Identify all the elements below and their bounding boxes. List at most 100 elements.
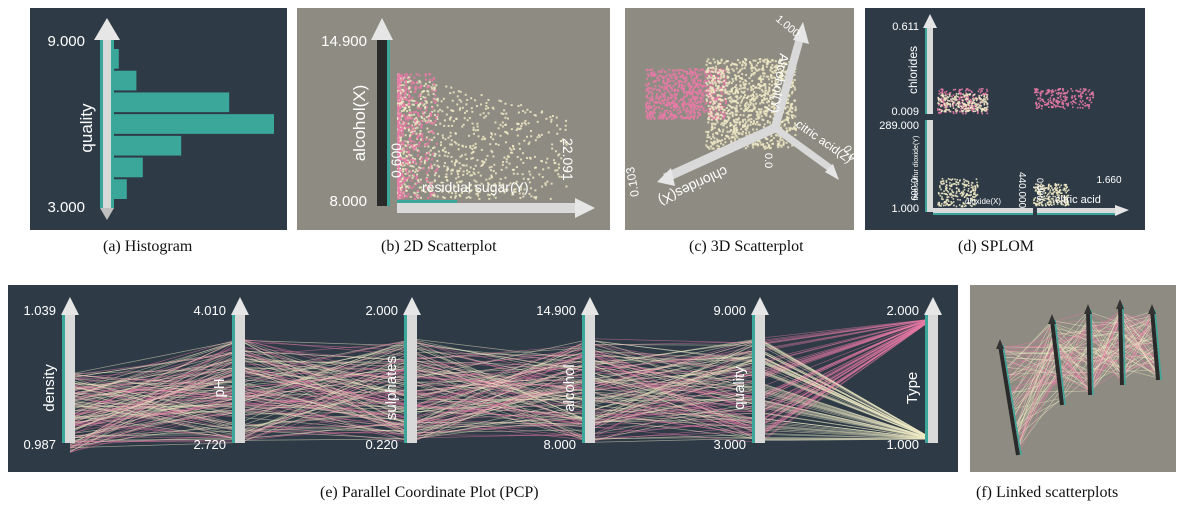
sc3d-axis-z: citric acid(Z) [793,117,854,166]
splom-bottom-max: 289.000 [879,120,919,132]
scatter2d-canvas: 14.900 8.000 alcohol(X) 0.600 22.091 res… [321,18,595,218]
hist-max-label: 9.000 [47,33,85,50]
histogram-bar [114,92,230,113]
axis-arrow-icon [1148,304,1156,314]
sc3d-axis-x: chlorides(X) [656,163,730,209]
hist-axis-title: quality [77,103,96,153]
pcp-axis-min: 1.000 [886,437,919,452]
pcp-axis-type [928,313,938,443]
linked-axis [1086,309,1092,396]
splom-bottom-min: 1.000 [891,203,919,215]
histogram-bar [114,179,127,199]
sc3d-tick-origin: 0.0 [762,153,774,168]
splom-top-min: 0.009 [891,106,919,118]
axis-arrow-icon [1048,314,1056,324]
histogram-bar [114,157,143,178]
splom-top-max: 0.611 [892,21,919,33]
splom-top-axis [927,26,933,114]
linked-canvas [996,299,1162,456]
splom-x-left-max: 440.000 [1016,172,1027,209]
axis-arrow-icon [371,18,393,40]
axis-arrow-icon [231,297,249,315]
histogram-axis [102,38,112,208]
axis-arrow-icon [657,168,675,186]
pcp-axis-min: 3.000 [713,437,746,452]
histogram-canvas: 9.000 3.000 quality [47,18,274,220]
pcp-axis-title: quality [731,366,748,410]
splom-x-left-axis [933,208,1033,213]
splom-bottom-title: free sulfur dioxide(Y) [913,136,920,201]
sc2d-x-min: 0.600 [388,143,404,178]
axis-arrow-icon [403,297,421,315]
pcp-axis-min: 8.000 [543,437,576,452]
axis-arrow-icon [581,297,599,315]
histogram-bar [114,135,182,156]
sc3d-tick-x: 0.103 [625,166,642,198]
splom-x-right-axis [1037,208,1117,213]
pcp-axis-title: alcohol [561,364,578,412]
axis-arrow-icon [94,18,120,40]
pcp-axis-title: sulphates [383,356,400,420]
pcp-axis-min: 0.220 [365,437,398,452]
splom-top-title: chlorides [906,46,920,94]
pcp-panel: 1.039 0.987 density 4.010 2.720 pH 2.000 0.220 s… [8,285,958,472]
axis-arrow-icon [825,164,839,180]
axis-arrow-icon [1084,304,1092,314]
scatter2d-y-axis [377,38,387,206]
caption-scatter2d: (b) 2D Scatterplot [381,238,497,255]
pcp-axis-max: 9.000 [713,303,746,318]
pcp-axis-max: 1.039 [23,303,56,318]
splom-x-right-title: citric acid [1055,194,1101,206]
pcp-axis-max: 2.000 [365,303,398,318]
histogram-bar [114,114,274,134]
pcp-axis-sulphates [407,313,417,443]
pcp-axis-max: 4.010 [193,303,226,318]
splom-canvas: 0.611 0.009 chlorides 289.000 1.000 free… [879,14,1129,216]
axis-arrow-icon [61,297,79,315]
pcp-axis-density [65,313,75,443]
pcp-axis-title: pH [211,378,228,397]
splom-x-left-min: 0.009 [909,178,919,201]
sc2d-x-title: residual sugar(Y) [422,179,529,195]
splom-panel: 0.611 0.009 chlorides 289.000 1.000 free… [865,8,1145,230]
sc2d-y-title: alcohol(X) [350,85,369,162]
histogram-bar [114,70,137,91]
pcp-axis-title: Type [904,372,921,405]
hist-min-label: 3.000 [47,199,85,216]
histogram-panel: 9.000 3.000 quality [30,8,287,230]
histogram-bar [114,49,119,69]
scatter2d-x-axis [397,203,577,213]
linked-axis [998,344,1020,456]
splom-x-right-min: 0.000 [1035,178,1045,201]
splom-x-right-max: 1.660 [1096,175,1121,186]
caption-scatter3d: (c) 3D Scatterplot [689,238,804,255]
pcp-axis-max: 14.900 [536,303,576,318]
pcp-axis-ph [235,313,245,443]
scatter2d-panel: 14.900 8.000 alcohol(X) 0.600 22.091 res… [297,8,610,230]
pcp-axis-min: 2.720 [193,437,226,452]
axis-arrow-icon [923,14,937,28]
scatter3d-canvas: chlorides(X) Alcohol(Y) citric acid(Z) 0… [625,13,854,209]
axis-arrow-icon [996,339,1004,349]
splom-bottom-axis [927,120,933,212]
caption-linked: (f) Linked scatterplots [976,484,1119,501]
pcp-canvas: 1.039 0.987 density 4.010 2.720 pH 2.000 0.220 s… [23,297,942,453]
axis-arrow-icon [1115,205,1129,216]
scatter3d-panel: chlorides(X) Alcohol(Y) citric acid(Z) 0… [625,8,854,230]
pcp-axis-max: 2.000 [886,303,919,318]
scatter3d-z-axis [772,125,833,171]
linked-axis [1050,319,1064,406]
sc2d-y-max: 14.900 [321,33,367,50]
caption-histogram: (a) Histogram [103,238,193,255]
scatter3d-y-axis [771,36,804,130]
linked-axis [1118,304,1124,386]
scatter3d-x-axis [663,123,777,183]
linked-panel [970,285,1176,472]
caption-splom: (d) SPLOM [958,238,1035,255]
axis-arrow-icon [793,22,809,44]
pcp-axis-alcohol [585,313,595,443]
axis-arrow-icon [1116,299,1124,309]
axis-arrow-icon [575,198,595,218]
axis-arrow-icon [751,297,769,315]
axis-arrow-icon [924,297,942,315]
